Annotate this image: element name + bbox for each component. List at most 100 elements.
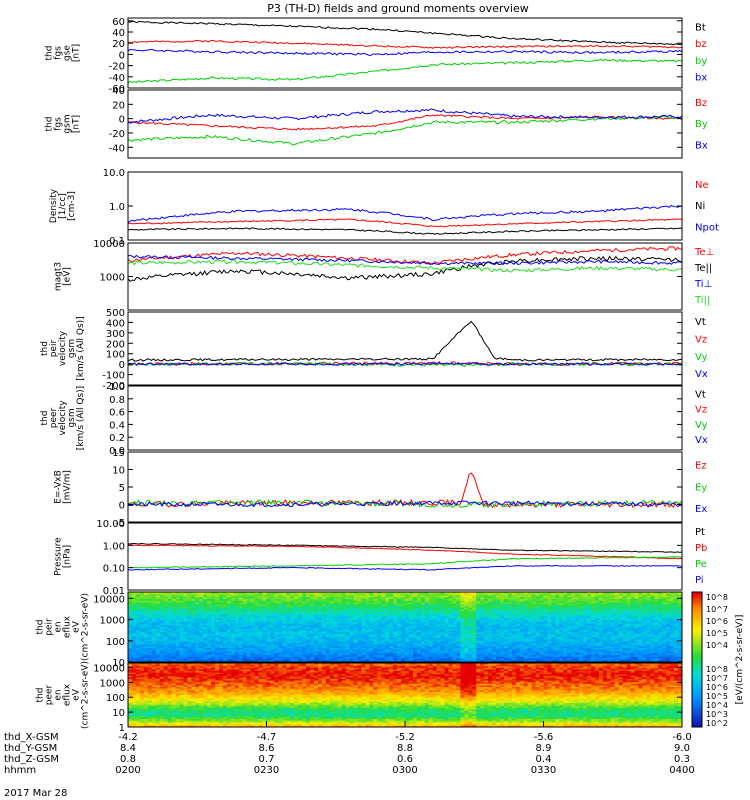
spectrogram-cell xyxy=(238,609,244,612)
spectrogram-cell xyxy=(171,635,176,638)
spectrogram-cell xyxy=(464,627,469,630)
spectrogram-cell xyxy=(575,604,580,607)
spectrogram-cell xyxy=(448,656,453,659)
spectrogram-cell xyxy=(464,642,469,645)
spectrogram-cell xyxy=(357,623,362,626)
spectrogram-cell xyxy=(143,613,149,616)
spectrogram-cell xyxy=(424,614,430,617)
spectrogram-cell xyxy=(290,627,295,630)
spectrogram-cell xyxy=(499,642,505,645)
spectrogram-cell xyxy=(583,611,588,614)
spectrogram-cell xyxy=(381,634,386,637)
spectrogram-cell xyxy=(440,616,445,619)
spectrogram-cell xyxy=(294,621,299,624)
spectrogram-cell xyxy=(187,651,192,654)
spectrogram-cell xyxy=(325,649,331,652)
spectrogram-cell xyxy=(211,592,216,595)
spectrogram-cell xyxy=(555,630,560,633)
spectrogram-cell xyxy=(381,649,386,652)
spectrogram-cell xyxy=(286,593,291,596)
spectrogram-cell xyxy=(452,592,457,595)
spectrogram-cell xyxy=(274,599,279,602)
spectrogram-cell xyxy=(511,635,517,638)
spectrogram-cell xyxy=(302,641,307,644)
spectrogram-cell xyxy=(270,646,275,649)
series-line-temperature-Te xyxy=(127,255,683,283)
spectrogram-cell xyxy=(171,653,176,656)
spectrogram-cell xyxy=(492,599,497,602)
spectrogram-cell xyxy=(155,614,161,617)
spectrogram-cell xyxy=(531,655,536,658)
spectrogram-cell xyxy=(313,660,319,663)
spectrogram-cell xyxy=(555,627,560,630)
spectrogram-cell xyxy=(397,653,402,656)
spectrogram-cell xyxy=(594,614,600,617)
spectrogram-cell xyxy=(397,609,402,612)
spectrogram-cell xyxy=(155,616,161,619)
spectrogram-cell xyxy=(598,625,604,628)
spectrogram-cell xyxy=(401,655,406,658)
spectrogram-cell xyxy=(317,651,323,654)
spectrogram-cell xyxy=(456,606,461,609)
spectrogram-cell xyxy=(278,611,283,614)
spectrogram-cell xyxy=(215,614,220,617)
spectrogram-cell xyxy=(290,644,295,647)
spectrogram-cell xyxy=(369,611,374,614)
spectrogram-cell xyxy=(535,602,540,605)
spectrogram-cell xyxy=(345,609,350,612)
spectrogram-cell xyxy=(306,630,311,633)
spectrogram-cell xyxy=(230,620,236,623)
spectrogram-cell xyxy=(547,621,552,624)
spectrogram-cell xyxy=(306,651,311,654)
spectrogram-cell xyxy=(258,616,263,619)
spectrogram-cell xyxy=(353,656,358,659)
spectrogram-cell xyxy=(456,660,461,663)
spectrogram-cell xyxy=(424,611,430,614)
spectrogram-cell xyxy=(547,632,552,635)
y-tick-label: -100 xyxy=(102,371,125,382)
spectrogram-cell xyxy=(290,597,295,600)
spectrogram-cell xyxy=(159,646,165,649)
spectrogram-cell xyxy=(238,613,244,616)
spectrogram-cell xyxy=(373,627,378,630)
spectrogram-cell xyxy=(503,630,509,633)
spectrogram-cell xyxy=(579,644,584,647)
spectrogram-cell xyxy=(306,625,311,628)
spectrogram-cell xyxy=(583,600,588,603)
spectrogram-cell xyxy=(598,639,604,642)
spectrogram-cell xyxy=(135,660,141,663)
spectrogram-cell xyxy=(215,653,220,656)
spectrogram-cell xyxy=(468,620,473,623)
spectrogram-cell xyxy=(215,660,220,663)
spectrogram-cell xyxy=(397,648,402,651)
spectrogram-cell xyxy=(432,660,438,663)
spectrogram-cell xyxy=(555,625,560,628)
spectrogram-cell xyxy=(464,660,469,663)
spectrogram-cell xyxy=(401,607,406,610)
spectrogram-cell xyxy=(131,656,137,659)
spectrogram-cell xyxy=(222,602,228,605)
spectrogram-cell xyxy=(341,627,347,630)
spectrogram-cell xyxy=(499,656,505,659)
spectrogram-cell xyxy=(211,658,216,661)
spectrogram-cell xyxy=(317,600,323,603)
spectrogram-cell xyxy=(317,653,323,656)
spectrogram-cell xyxy=(397,607,402,610)
spectrogram-cell xyxy=(286,635,291,638)
spectrogram-cell xyxy=(385,602,390,605)
spectrogram-cell xyxy=(234,616,240,619)
spectrogram-cell xyxy=(432,600,438,603)
spectrogram-cell xyxy=(416,606,422,609)
spectrogram-cell xyxy=(163,597,168,600)
spectrogram-cell xyxy=(563,618,568,621)
spectrogram-cell xyxy=(523,604,529,607)
spectrogram-cell xyxy=(547,655,552,658)
spectrogram-cell xyxy=(306,620,311,623)
spectrogram-cell xyxy=(428,641,434,644)
spectrogram-cell xyxy=(353,613,358,616)
spectrogram-cell xyxy=(511,648,517,651)
spectrogram-cell xyxy=(503,623,509,626)
spectrogram-cell xyxy=(274,648,279,651)
spectrogram-cell xyxy=(416,648,422,651)
spectrogram-cell xyxy=(167,635,172,638)
